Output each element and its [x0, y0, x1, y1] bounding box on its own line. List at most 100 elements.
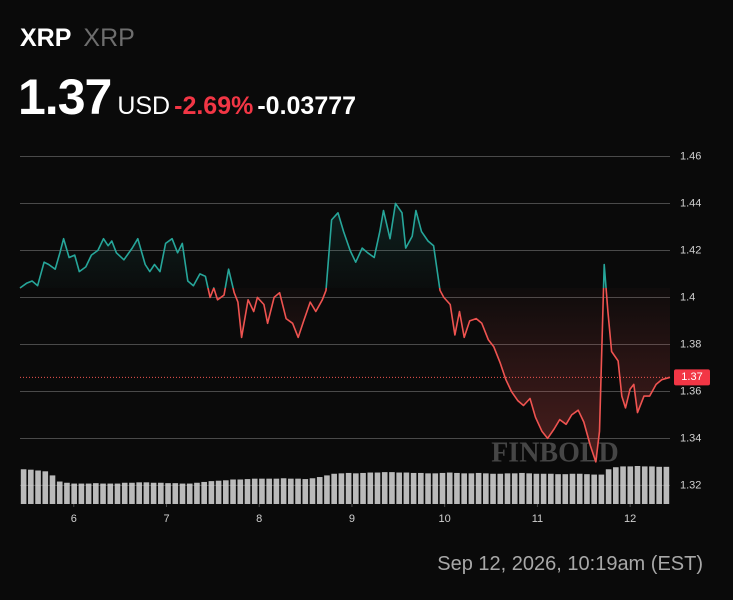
- volume-bar: [634, 466, 641, 504]
- y-tick-label: 1.46: [680, 150, 701, 162]
- volume-bar: [309, 478, 316, 504]
- y-tick-label: 1.4: [680, 291, 695, 303]
- volume-bar: [56, 481, 63, 504]
- current-price-box: [674, 369, 710, 386]
- volume-bar: [324, 475, 330, 504]
- volume-bar: [295, 478, 301, 504]
- volume-bar: [280, 478, 287, 504]
- volume-bar: [663, 466, 670, 504]
- volume-bar: [251, 478, 258, 504]
- volume-bar: [555, 474, 561, 504]
- header-price-row: 1.37 USD -2.69% -0.03777: [18, 68, 356, 126]
- volume-bar: [165, 483, 171, 504]
- y-tick-label: 1.34: [680, 432, 701, 444]
- volume-bar: [461, 473, 467, 504]
- volume-bar: [35, 470, 41, 504]
- volume-bar: [410, 472, 417, 504]
- volume-bar: [367, 472, 374, 504]
- volume-bar: [345, 472, 352, 504]
- volume-bar: [121, 482, 128, 504]
- volume-bar: [649, 466, 655, 504]
- volume-bar: [519, 472, 525, 504]
- x-tick-label: 8: [256, 513, 262, 525]
- y-tick-label: 1.32: [680, 479, 701, 491]
- volume-bar: [150, 482, 157, 504]
- volume-bar: [20, 469, 27, 504]
- volume-bar: [576, 473, 583, 504]
- volume-bar: [584, 474, 590, 504]
- x-tick-label: 10: [439, 513, 451, 525]
- volume-bar: [273, 478, 280, 504]
- volume-bar: [656, 466, 662, 504]
- volume-bar: [569, 473, 576, 504]
- volume-bar: [504, 473, 511, 504]
- volume-bar: [620, 466, 626, 504]
- volume-bar: [598, 474, 605, 504]
- x-tick-label: 9: [349, 513, 355, 525]
- volume-bar: [78, 483, 85, 504]
- volume-bar: [172, 483, 179, 504]
- volume-bar: [338, 473, 345, 504]
- volume-bar: [230, 479, 236, 504]
- header-symbol-row: XRP XRP: [20, 24, 135, 53]
- volume-bar: [288, 478, 294, 504]
- volume-bar: [403, 472, 410, 504]
- volume-bar: [143, 482, 150, 504]
- volume-bar: [266, 478, 272, 504]
- volume-bar: [483, 473, 489, 504]
- volume-bar: [107, 483, 114, 504]
- volume-bar: [136, 482, 142, 504]
- volume-bar: [316, 477, 323, 504]
- volume-bar: [100, 483, 106, 504]
- y-tick-label: 1.38: [680, 338, 701, 350]
- volume-bar: [360, 472, 366, 504]
- volume-bar: [93, 483, 99, 504]
- volume-bar: [613, 467, 619, 504]
- area: [20, 203, 670, 462]
- y-tick-label: 1.44: [680, 197, 701, 209]
- y-tick-label: 1.42: [680, 244, 701, 256]
- volume-bar: [454, 472, 460, 504]
- change-percent: -2.69%: [174, 92, 254, 120]
- volume-bar: [302, 479, 309, 504]
- current-price-label: 1.37: [681, 371, 702, 383]
- volume-bar: [526, 473, 532, 504]
- timestamp: Sep 12, 2026, 10:19am (EST): [437, 553, 703, 575]
- volume-bar: [179, 483, 186, 504]
- volume-bar: [237, 479, 244, 504]
- volume-bar: [215, 480, 222, 504]
- change: -0.03777: [257, 92, 357, 120]
- volume-bar: [591, 474, 597, 504]
- volume-bar: [244, 479, 251, 504]
- volume-bar: [201, 481, 207, 504]
- y-tick-label: 1.36: [680, 385, 701, 397]
- volume-bar: [85, 483, 92, 504]
- volume-bar: [28, 469, 34, 504]
- volume-bar: [490, 473, 496, 504]
- volume-bar: [497, 473, 504, 504]
- volume-bar: [374, 472, 381, 504]
- volume-bar: [194, 482, 200, 504]
- volume-bar: [186, 483, 193, 504]
- price: 1.37: [18, 69, 112, 125]
- volume-bar: [627, 466, 634, 504]
- volume-bar: [42, 471, 49, 504]
- x-tick-label: 11: [532, 513, 543, 525]
- watermark: FINBOLD: [491, 437, 619, 468]
- volume-bar: [511, 473, 518, 504]
- volume-bar: [381, 472, 388, 504]
- price-line: [19, 202, 671, 463]
- volume-bar: [418, 472, 424, 504]
- volume-bar: [49, 475, 56, 504]
- currency: USD: [117, 92, 171, 120]
- volume-bar: [439, 472, 446, 504]
- volume-bar: [540, 473, 547, 504]
- volume-bar: [396, 472, 402, 504]
- volume-bar: [208, 481, 215, 504]
- volume-bar: [641, 466, 648, 504]
- volume-bar: [432, 473, 439, 504]
- volume-bar: [468, 473, 475, 504]
- volume-bar: [425, 473, 431, 504]
